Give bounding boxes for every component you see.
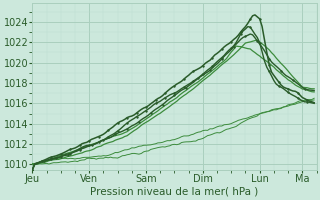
X-axis label: Pression niveau de la mer( hPa ): Pression niveau de la mer( hPa ) — [90, 187, 259, 197]
